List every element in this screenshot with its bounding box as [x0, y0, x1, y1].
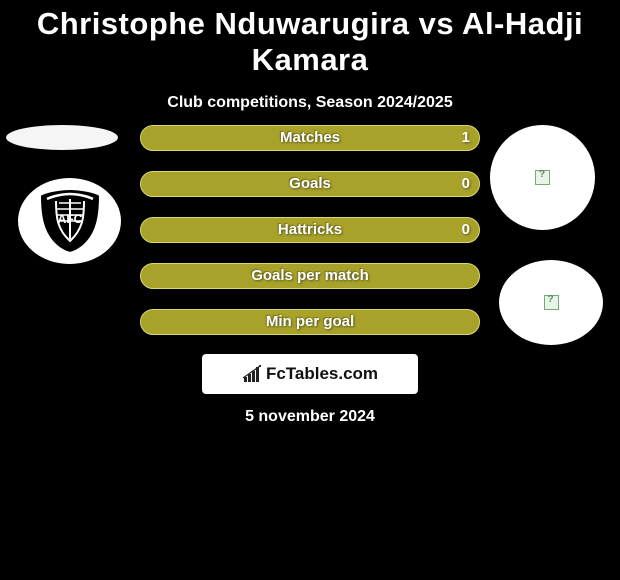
stat-row: Matches1: [0, 125, 620, 151]
stat-value-right: 0: [462, 217, 470, 243]
bar-chart-icon: [242, 365, 262, 383]
subtitle: Club competitions, Season 2024/2025: [0, 94, 620, 112]
stat-value-right: 1: [462, 125, 470, 151]
stat-label: Hattricks: [0, 217, 620, 243]
stat-label: Goals per match: [0, 263, 620, 289]
stat-row: Hattricks0: [0, 217, 620, 243]
brand-label: FcTables.com: [266, 364, 378, 384]
brand-attribution: FcTables.com: [202, 354, 418, 394]
comparison-infographic: Christophe Nduwarugira vs Al-Hadji Kamar…: [0, 0, 620, 580]
stat-label: Min per goal: [0, 309, 620, 335]
stat-label: Matches: [0, 125, 620, 151]
stats-area: Matches1Goals0Hattricks0Goals per matchM…: [0, 125, 620, 355]
page-title: Christophe Nduwarugira vs Al-Hadji Kamar…: [0, 0, 620, 78]
stat-row: Goals per match: [0, 263, 620, 289]
stat-row: Min per goal: [0, 309, 620, 335]
stat-row: Goals0: [0, 171, 620, 197]
stat-value-right: 0: [462, 171, 470, 197]
export-date: 5 november 2024: [0, 408, 620, 426]
stat-label: Goals: [0, 171, 620, 197]
